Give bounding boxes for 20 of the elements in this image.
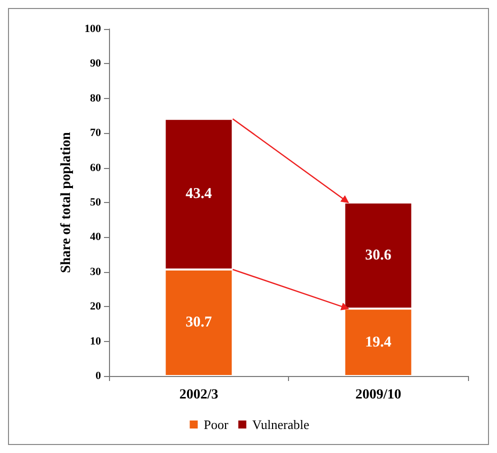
y-tick-label: 90 — [90, 58, 102, 70]
y-tick-label: 10 — [90, 335, 102, 348]
y-tick-label: 70 — [90, 127, 102, 140]
y-tick-label: 0 — [96, 370, 102, 382]
data-label: 30.6 — [365, 248, 392, 264]
x-tick-label: 2009/10 — [355, 388, 402, 402]
data-label: 30.7 — [186, 314, 212, 331]
y-tick-label: 40 — [90, 231, 102, 244]
legend-label: Poor — [204, 417, 229, 432]
y-tick-label: 20 — [90, 300, 102, 313]
y-tick-label: 80 — [90, 92, 102, 104]
data-label: 43.4 — [186, 186, 212, 202]
data-label: 19.4 — [365, 334, 392, 350]
x-tick-label: 2002/3 — [179, 388, 218, 402]
y-tick-label: 30 — [90, 266, 102, 278]
y-tick-label: 50 — [90, 196, 102, 208]
legend-label: Vulnerable — [252, 417, 310, 432]
y-tick-label: 100 — [84, 23, 102, 35]
y-axis-title: Share of total poplation — [59, 132, 74, 273]
y-tick-label: 60 — [90, 162, 102, 174]
